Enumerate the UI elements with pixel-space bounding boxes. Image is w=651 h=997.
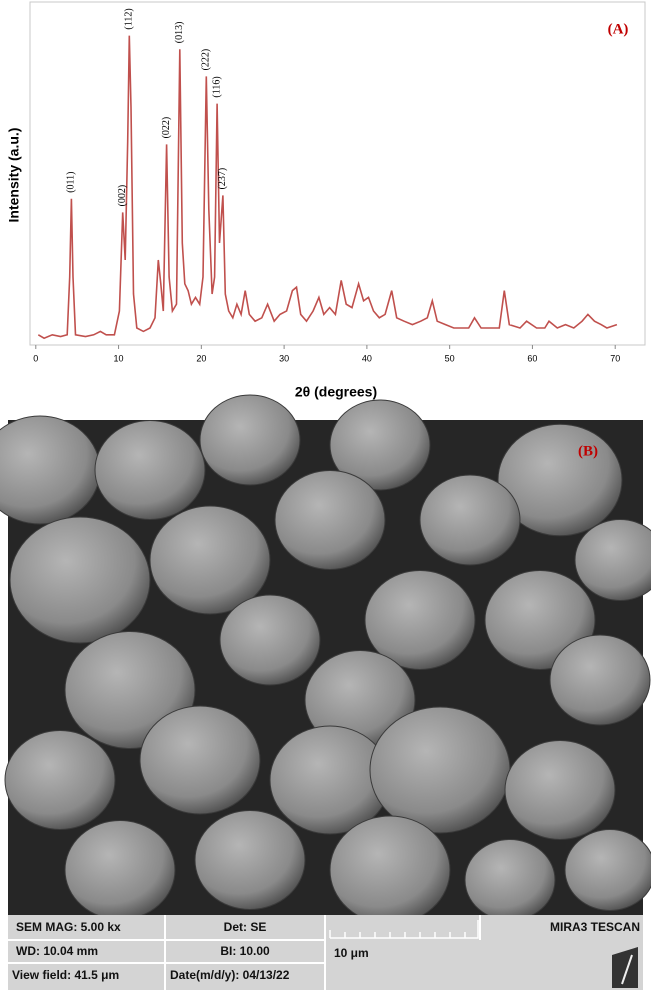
xrd-line — [37, 35, 618, 340]
sem-particle — [504, 740, 616, 840]
sem-particle — [149, 505, 271, 615]
sem-particle — [9, 516, 151, 644]
peak-label: (222) — [201, 49, 212, 71]
peak-label: (116) — [211, 76, 222, 97]
sem-particle — [564, 829, 651, 911]
view-field: View field: 41.5 μm — [12, 968, 119, 982]
peak-label: (112) — [124, 8, 135, 29]
sem-particle — [329, 815, 451, 925]
peak-label: (022) — [161, 117, 172, 139]
x-tick-label: 10 — [114, 353, 124, 363]
date: Date(m/d/y): 04/13/22 — [170, 968, 290, 982]
beam-intensity: BI: 10.00 — [220, 944, 270, 958]
sem-particle — [549, 634, 651, 726]
peak-label: (011) — [66, 172, 77, 193]
sem-particle — [364, 570, 476, 670]
sem-particle — [464, 839, 556, 921]
sem-particle — [199, 394, 301, 486]
scale-bar — [329, 920, 479, 939]
sem-particle — [4, 730, 116, 830]
x-tick-label: 0 — [33, 353, 38, 363]
sem-particle — [64, 820, 176, 920]
instrument: MIRA3 TESCAN — [550, 920, 640, 934]
info-grid — [8, 915, 481, 990]
sem-image — [0, 394, 651, 925]
panel-label: (B) — [578, 443, 598, 459]
x-tick-label: 70 — [610, 353, 620, 363]
sem-particle — [94, 420, 206, 520]
sem-particle — [369, 706, 511, 834]
detector: Det: SE — [224, 920, 267, 934]
sem-particle — [274, 470, 386, 570]
peak-label: (013) — [174, 22, 185, 44]
sem-particle — [484, 570, 596, 670]
y-axis-label: Intensity (a.u.) — [6, 128, 22, 223]
sem-mag: SEM MAG: 5.00 kx — [16, 920, 121, 934]
peak-label: (002) — [117, 185, 128, 207]
x-tick-label: 20 — [196, 353, 206, 363]
scale-label: 10 μm — [334, 946, 369, 960]
x-tick-label: 60 — [527, 353, 537, 363]
working-distance: WD: 10.04 mm — [16, 944, 98, 958]
x-tick-label: 30 — [279, 353, 289, 363]
sem-particle — [194, 810, 306, 910]
sem-particle — [497, 423, 623, 537]
sem-particle — [219, 594, 321, 686]
logo-mark — [621, 954, 633, 985]
plot-frame — [29, 1, 646, 346]
panel-label: (A) — [608, 21, 629, 37]
x-tick-label: 50 — [445, 353, 455, 363]
sem-particle — [329, 399, 431, 491]
sem-particle — [574, 519, 651, 601]
x-axis-label: 2θ (degrees) — [295, 384, 377, 400]
info-bar: SEM MAG: 5.00 kx Det: SE WD: 10.04 mm BI… — [8, 915, 643, 990]
peak-label: (237) — [217, 168, 228, 190]
sem-particle — [139, 705, 261, 815]
x-tick-label: 40 — [362, 353, 372, 363]
sem-particle — [419, 474, 521, 566]
